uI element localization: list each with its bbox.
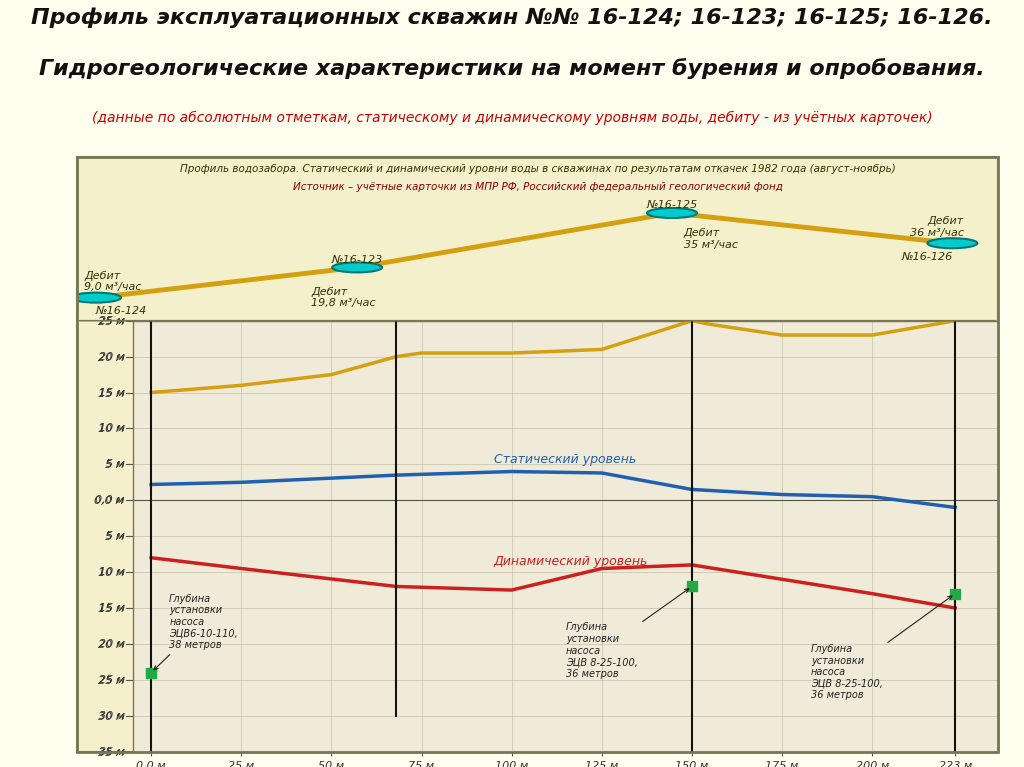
Text: 25 м: 25 м bbox=[98, 316, 125, 326]
Text: 30 м: 30 м bbox=[98, 711, 125, 721]
Text: 10 м: 10 м bbox=[98, 567, 125, 577]
Text: 15 м: 15 м bbox=[98, 603, 125, 613]
Text: Глубина
установки
насоса
ЭЦВ 8-25-100,
36 метров: Глубина установки насоса ЭЦВ 8-25-100, 3… bbox=[565, 589, 689, 679]
Text: Дебит
9,0 м³/час: Дебит 9,0 м³/час bbox=[84, 271, 142, 292]
Text: Глубина
установки
насоса
ЭЦВ6-10-110,
38 метров: Глубина установки насоса ЭЦВ6-10-110, 38… bbox=[154, 594, 238, 670]
Text: Дебит
19,8 м³/час: Дебит 19,8 м³/час bbox=[311, 287, 376, 308]
Ellipse shape bbox=[71, 293, 121, 303]
Text: №16-126: №16-126 bbox=[901, 252, 952, 262]
Text: 20 м: 20 м bbox=[98, 351, 125, 361]
Text: (данные по абсолютным отметкам, статическому и динамическому уровням воды, дебит: (данные по абсолютным отметкам, статичес… bbox=[92, 110, 932, 124]
Text: 15 м: 15 м bbox=[98, 387, 125, 397]
Text: Глубина
установки
насоса
ЭЦВ 8-25-100,
36 метров: Глубина установки насоса ЭЦВ 8-25-100, 3… bbox=[811, 596, 952, 700]
Text: Профиль водозабора. Статический и динамический уровни воды в скважинах по резуль: Профиль водозабора. Статический и динами… bbox=[180, 164, 895, 174]
Text: 5 м: 5 м bbox=[105, 532, 125, 542]
Text: №16-124: №16-124 bbox=[96, 307, 147, 317]
Text: 20 м: 20 м bbox=[98, 639, 125, 649]
Text: 0,0 м: 0,0 м bbox=[95, 495, 125, 505]
Text: №16-125: №16-125 bbox=[646, 200, 697, 210]
Text: 25 м: 25 м bbox=[98, 675, 125, 685]
Text: Дебит
36 м³/час: Дебит 36 м³/час bbox=[910, 216, 964, 238]
Text: №16-123: №16-123 bbox=[332, 255, 383, 265]
Ellipse shape bbox=[647, 208, 697, 218]
Ellipse shape bbox=[332, 262, 382, 272]
Text: Дебит
35 м³/час: Дебит 35 м³/час bbox=[684, 229, 737, 250]
Text: Гидрогеологические характеристики на момент бурения и опробования.: Гидрогеологические характеристики на мом… bbox=[39, 58, 985, 79]
Text: 5 м: 5 м bbox=[105, 459, 125, 469]
Text: Профиль эксплуатационных скважин №№ 16-124; 16-123; 16-125; 16-126.: Профиль эксплуатационных скважин №№ 16-1… bbox=[31, 8, 993, 28]
Text: 10 м: 10 м bbox=[98, 423, 125, 433]
Text: Источник – учётные карточки из МПР РФ, Российский федеральный геологический фонд: Источник – учётные карточки из МПР РФ, Р… bbox=[293, 182, 782, 192]
Text: Динамический уровень: Динамический уровень bbox=[494, 555, 648, 568]
Ellipse shape bbox=[928, 239, 977, 249]
Text: Статический уровень: Статический уровень bbox=[494, 453, 636, 466]
Text: 35 м: 35 м bbox=[98, 746, 125, 757]
